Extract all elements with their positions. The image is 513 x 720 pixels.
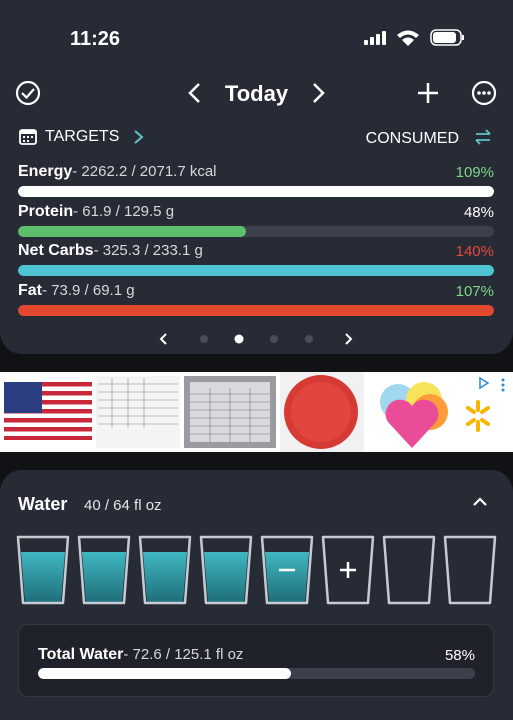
ad-red-lid (280, 372, 364, 452)
glass-water (204, 552, 248, 602)
nutrient-text: Energy- 2262.2 / 2071.7 kcal (18, 164, 217, 180)
nutrient-track (18, 225, 494, 237)
add-glass[interactable] (340, 562, 356, 578)
ad-walmart (458, 372, 513, 452)
total-water-detail: - 72.6 / 125.1 fl oz (123, 646, 244, 663)
glass-water (82, 552, 126, 602)
glass-water (21, 552, 65, 602)
nutrient-name: Fat (18, 281, 42, 299)
nutrient-detail: - 73.9 / 69.1 g (42, 281, 135, 299)
total-water-label: Total Water (38, 646, 124, 663)
glass[interactable] (16, 535, 70, 605)
swap-icon[interactable] (472, 128, 494, 146)
nutrient-text: Net Carbs- 325.3 / 233.1 g (18, 243, 203, 259)
nutrient-bar (18, 265, 494, 276)
glass[interactable] (260, 535, 314, 605)
nutrient-percent: 48% (463, 203, 494, 221)
nutrient-detail: - 2262.2 / 2071.7 kcal (72, 163, 217, 180)
glass-water (265, 552, 309, 602)
nutrient-percent: 109% (455, 164, 494, 181)
nutrient-name: Net Carbs (18, 242, 94, 259)
header-title: Today (224, 81, 289, 106)
header-icons (15, 80, 497, 106)
status-icons (364, 29, 464, 46)
top-card (0, 0, 513, 354)
nutrient-track (18, 265, 494, 276)
nutrient-text: Protein- 61.9 / 129.5 g (18, 202, 175, 220)
glass[interactable] (199, 535, 253, 605)
status-time: 11:26 (70, 28, 121, 50)
nutrient-percent: 107% (455, 282, 494, 300)
total-water-text: Total Water- 72.6 / 125.1 fl oz (38, 647, 243, 663)
nutrient-track (18, 186, 494, 197)
nutrient-percent: 140% (455, 243, 494, 260)
ad-size-chart (96, 376, 180, 448)
total-water-track (38, 668, 475, 679)
ad-hearts (368, 372, 456, 452)
calendar-icon (19, 129, 37, 145)
glass[interactable] (138, 535, 192, 605)
nutrient-bar (18, 225, 247, 237)
glass[interactable] (321, 535, 375, 605)
nutrient-name: Protein (18, 202, 74, 220)
collapse-water[interactable] (470, 494, 490, 510)
ad-flag (4, 382, 92, 440)
total-water-bar (38, 668, 292, 679)
glass[interactable] (77, 535, 131, 605)
targets-label[interactable]: TARGETS (45, 128, 120, 145)
water-amount: 40 / 64 fl oz (84, 497, 162, 514)
more-button[interactable] (471, 80, 497, 106)
water-title: Water (18, 494, 68, 514)
nutrient-track (18, 304, 494, 316)
ad-measure-chart (184, 376, 276, 448)
nutrient-bar (18, 186, 494, 197)
water-glasses (16, 535, 497, 605)
add-button[interactable] (418, 83, 438, 103)
pager (159, 333, 353, 345)
nutrient-name: Energy (18, 163, 73, 180)
nutrient-bar (18, 304, 494, 316)
glass[interactable] (443, 535, 497, 605)
ad-banner[interactable] (0, 372, 513, 452)
check-button[interactable] (15, 80, 41, 106)
next-day[interactable] (313, 83, 325, 103)
nutrient-detail: - 325.3 / 233.1 g (93, 242, 203, 259)
nutrient-detail: - 61.9 / 129.5 g (73, 202, 175, 220)
targets-chevron (134, 130, 144, 144)
consumed-label[interactable]: CONSUMED (365, 130, 459, 147)
total-water-card (18, 624, 494, 697)
total-water-percent: 58% (444, 647, 475, 664)
prev-day[interactable] (188, 83, 200, 103)
nutrient-text: Fat- 73.9 / 69.1 g (18, 281, 135, 299)
glass-water (143, 552, 187, 602)
glass[interactable] (382, 535, 436, 605)
